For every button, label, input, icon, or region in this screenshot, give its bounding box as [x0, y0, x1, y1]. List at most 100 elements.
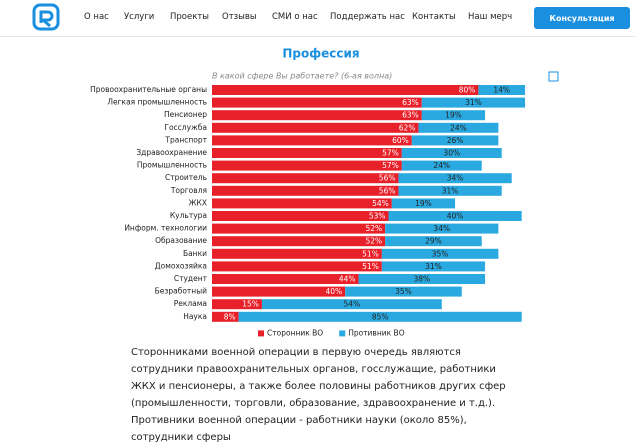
bar-segment — [385, 223, 499, 234]
bar-segment — [381, 261, 486, 272]
value-label: 15% — [242, 300, 259, 309]
category-label: Промышленность — [137, 161, 207, 170]
value-label: 14% — [493, 86, 510, 95]
bar-segment — [212, 223, 386, 234]
category-label: Безработный — [155, 287, 208, 296]
nav-link[interactable]: СМИ о нас — [272, 12, 318, 22]
bar-segment — [421, 110, 486, 121]
value-label: 52% — [365, 237, 382, 246]
category-label: Торговля — [170, 186, 207, 195]
value-label: 85% — [372, 312, 389, 321]
bar-segment — [381, 248, 499, 259]
category-label: Пенсионер — [164, 110, 207, 119]
nav-link[interactable]: Поддержать нас — [330, 12, 405, 22]
bar-segment — [212, 274, 359, 284]
category-label: Транспорт — [164, 135, 207, 144]
value-label: 19% — [445, 111, 462, 120]
value-label: 26% — [447, 136, 464, 145]
bar-segment — [391, 198, 456, 209]
bar-segment — [411, 135, 499, 146]
bar-segment — [212, 236, 386, 247]
nav-link[interactable]: Наш мерч — [468, 12, 513, 22]
value-label: 54% — [344, 300, 361, 309]
value-label: 52% — [365, 224, 382, 233]
chart: Профессия В какой сфере Вы работаете? (6… — [90, 47, 559, 337]
value-label: 24% — [433, 161, 450, 170]
bar-segment — [238, 311, 522, 322]
nav-link[interactable]: Контакты — [412, 12, 456, 22]
value-label: 40% — [447, 212, 464, 221]
value-label: 56% — [379, 174, 396, 183]
category-label: ЖКХ — [188, 198, 207, 207]
value-label: 57% — [382, 149, 399, 158]
bar-segment — [345, 286, 462, 297]
consult-button[interactable]: Консультация — [534, 7, 630, 29]
bar-segment — [212, 173, 399, 184]
bar-segment — [261, 299, 442, 310]
value-label: 51% — [362, 249, 379, 258]
value-label: 51% — [362, 262, 379, 271]
value-label: 29% — [425, 237, 442, 246]
category-label: Образование — [155, 236, 207, 245]
bar-segment — [398, 185, 502, 196]
value-label: 35% — [432, 249, 449, 258]
legend-swatch — [339, 330, 346, 337]
bar-segment — [212, 148, 402, 158]
bar-segment — [385, 236, 482, 247]
chart-subtitle: В какой сфере Вы работаете? (6-ая волна) — [212, 72, 392, 81]
legend-swatch — [258, 330, 264, 337]
bar-segment — [212, 110, 422, 121]
bar-segment — [212, 85, 479, 95]
value-label: 60% — [392, 136, 409, 145]
value-label: 34% — [433, 224, 450, 233]
paragraph: Сторонниками военной операции в первую о… — [131, 347, 506, 409]
value-label: 19% — [415, 199, 432, 208]
nav-link[interactable]: Проекты — [170, 12, 210, 22]
category-label: Госслужба — [164, 123, 207, 132]
category-label: Наука — [183, 312, 207, 321]
category-label: Студент — [174, 274, 208, 283]
value-label: 31% — [425, 262, 442, 271]
category-label: Строитель — [165, 173, 207, 182]
value-label: 63% — [402, 111, 419, 120]
logo[interactable] — [32, 3, 62, 33]
legend-label: Сторонник ВО — [267, 328, 323, 337]
bar-segment — [478, 85, 526, 95]
value-label: 24% — [450, 123, 467, 132]
bar-segment — [212, 299, 262, 310]
paragraph: Противники военной операции - работники … — [131, 415, 467, 443]
nav-link[interactable]: Услуги — [124, 12, 155, 22]
bar-segment — [401, 148, 502, 158]
value-label: 53% — [369, 212, 386, 221]
nav-bar: Консультация О нас Услуги Проекты Отзывы СМИ… — [0, 0, 636, 37]
bar-segment — [212, 261, 382, 272]
nav-link[interactable]: Отзывы — [222, 12, 257, 22]
category-label: Информ. технологии — [124, 224, 207, 233]
bar-segment — [212, 122, 419, 133]
bar-segment — [212, 135, 412, 146]
value-label: 54% — [372, 199, 389, 208]
value-label: 31% — [465, 98, 482, 107]
value-label: 56% — [379, 186, 396, 195]
article-text: Сторонниками военной операции в первую о… — [131, 344, 509, 446]
bar-segment — [418, 122, 499, 133]
bar-segment — [401, 160, 482, 171]
bar-segment — [388, 211, 522, 221]
expand-icon[interactable] — [548, 71, 559, 82]
nav-link[interactable]: О нас — [84, 12, 109, 22]
value-label: 31% — [442, 186, 459, 195]
bar-segment — [212, 311, 239, 322]
value-label: 63% — [402, 98, 419, 107]
category-label: Здравоохранение — [136, 148, 207, 157]
bar-segment — [398, 173, 512, 184]
category-label: Культура — [170, 211, 207, 220]
bar-segment — [421, 97, 526, 108]
category-label: Легкая промышленность — [107, 98, 207, 107]
bar-segment — [212, 160, 402, 171]
value-label: 30% — [443, 149, 460, 158]
value-label: 34% — [447, 174, 464, 183]
value-label: 35% — [395, 287, 412, 296]
category-label: Домохозяйка — [155, 261, 207, 270]
bar-segment — [212, 185, 399, 196]
